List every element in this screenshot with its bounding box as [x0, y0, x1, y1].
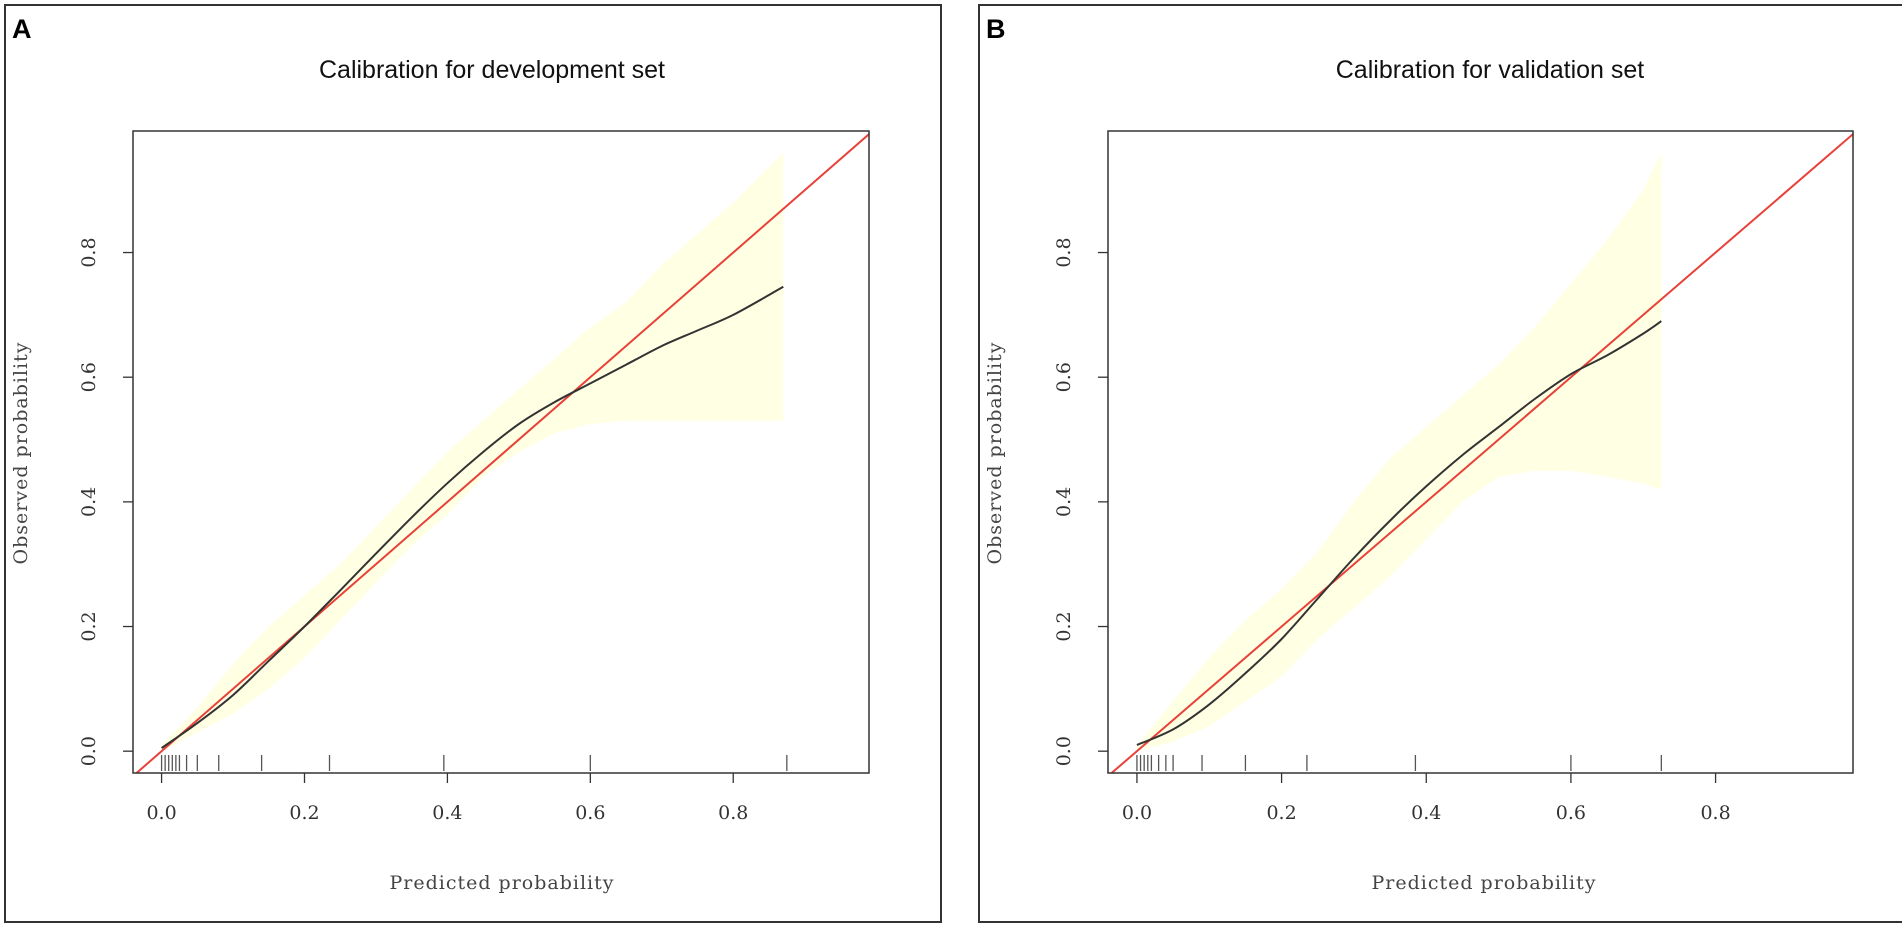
chart-b-xtick-label: 0.4 [1411, 802, 1441, 824]
chart-b-calibration-curve [1136, 320, 1662, 746]
chart-b-ytick-label: 0.8 [1053, 237, 1075, 267]
chart-a-ytick-label: 0.8 [78, 237, 100, 267]
chart-b-confidence-band [1136, 152, 1662, 752]
chart-b-xtick-label: 0.8 [1700, 802, 1730, 824]
chart-a-ytick-label: 0.6 [78, 362, 100, 392]
chart-a-svg: A Calibration for development set 0.0 0.2… [10, 14, 870, 894]
chart-b-xtick-label: 0.2 [1266, 802, 1296, 824]
chart-b-ytick-label: 0.4 [1053, 487, 1075, 517]
chart-a-ylabel: Observed probability [10, 342, 32, 565]
chart-b-plot-frame [1107, 130, 1854, 774]
chart-a-xtick-label: 0.0 [146, 802, 176, 824]
chart-a-ideal-line [135, 133, 869, 773]
chart-a-xlabel: Predicted probability [389, 872, 614, 894]
chart-b-svg: B Calibration for validation set 0.0 0.2 0… [984, 14, 1854, 894]
chart-b-ytick-label: 0.6 [1053, 362, 1075, 392]
chart-a-plot-frame [132, 130, 870, 774]
panel-letter-b: B [986, 14, 1006, 44]
chart-b-xtick-label: 0.6 [1556, 802, 1586, 824]
chart-b-xtick-label: 0.0 [1122, 802, 1152, 824]
chart-a-ytick-label: 0.0 [78, 736, 100, 766]
chart-a-confidence-band [161, 152, 784, 752]
chart-a-title: Calibration for development set [319, 56, 665, 84]
chart-b-xlabel: Predicted probability [1371, 872, 1596, 894]
panel-letter-a: A [12, 14, 32, 44]
chart-a-ytick-label: 0.2 [78, 611, 100, 641]
chart-a-xtick-label: 0.8 [718, 802, 748, 824]
panel-b: B Calibration for validation set 0.0 0.2 0… [978, 4, 1902, 923]
chart-b-ideal-line [1110, 133, 1853, 773]
chart-a-xtick-label: 0.6 [575, 802, 605, 824]
chart-b-title: Calibration for validation set [1336, 56, 1645, 84]
chart-b-plot: 0.0 0.2 0.4 0.6 0.8 0.0 0.2 0.4 0.6 0.8 [1053, 130, 1854, 824]
chart-a-ytick-label: 0.4 [78, 487, 100, 517]
chart-a-plot: 0.0 0.2 0.4 0.6 0.8 0.0 0.2 0.4 0.6 0.8 [78, 130, 870, 824]
chart-a-xtick-label: 0.4 [432, 802, 462, 824]
panel-a: A Calibration for development set 0.0 0.2… [4, 4, 942, 923]
chart-b-ytick-label: 0.2 [1053, 611, 1075, 641]
chart-b-ylabel: Observed probability [984, 342, 1006, 565]
chart-a-xtick-label: 0.2 [289, 802, 319, 824]
chart-a-calibration-curve [161, 285, 784, 749]
chart-b-ytick-label: 0.0 [1053, 736, 1075, 766]
